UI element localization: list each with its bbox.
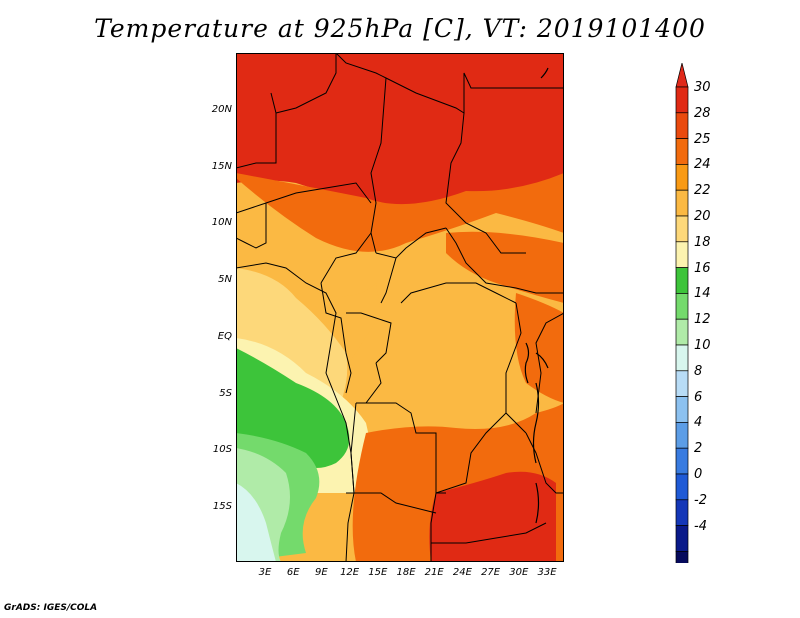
colorbar-label: 22: [694, 183, 711, 199]
lat-label: 15S: [212, 500, 232, 512]
colorbar-cell: [675, 473, 689, 501]
colorbar-label: 30: [694, 80, 711, 95]
colorbar-cell: [675, 138, 689, 165]
field-band-hot: [236, 53, 564, 210]
map-title: Temperature at 925hPa [C], VT: 201910140…: [94, 14, 706, 43]
colorbar-cell: [675, 344, 689, 372]
colorbar-cell: [675, 551, 689, 563]
colorbar-cell: [675, 189, 689, 217]
colorbar-label: 14: [694, 286, 711, 302]
lat-label: 5S: [219, 387, 232, 399]
field-green-dark: [236, 348, 350, 468]
footer-credit: GrADS: IGES/COLA: [4, 603, 98, 613]
lat-label: EQ: [217, 330, 232, 342]
lon-label: 12E: [340, 567, 360, 578]
lon-label: 15E: [368, 567, 388, 578]
lon-label: 6E: [286, 567, 300, 578]
colorbar-cell: [675, 241, 689, 268]
colorbar-top-arrow: [675, 63, 689, 88]
lon-label: 33E: [537, 567, 557, 578]
lat-label: 10N: [211, 217, 232, 229]
colorbar-cell: [675, 396, 689, 423]
colorbar-cell: [675, 499, 689, 526]
colorbar-label: 25: [694, 131, 711, 147]
map-frame: [236, 53, 564, 562]
lakes: [524, 67, 549, 524]
field-east-orange: [514, 293, 564, 403]
colorbar-label: 2: [694, 441, 703, 457]
colorbar-cell: [675, 370, 689, 397]
colorbar-label: 16: [694, 260, 711, 276]
colorbar-label: 6: [694, 389, 703, 405]
colorbar-label: 4: [694, 415, 703, 431]
field-orange-east: [446, 231, 564, 303]
lon-label: 30E: [509, 567, 529, 578]
colorbar-cell: [675, 447, 689, 475]
lon-label: 3E: [258, 567, 272, 578]
colorbar: [675, 63, 689, 563]
colorbar-label: 18: [694, 234, 711, 250]
colorbar-cell: [675, 267, 689, 294]
colorbar-cell: [675, 318, 689, 346]
lat-label: 15N: [211, 160, 232, 172]
colorbar-label: 28: [694, 105, 711, 121]
lat-label: 10S: [212, 444, 232, 456]
temperature-map: [236, 53, 564, 562]
colorbar-label: 10: [694, 338, 711, 353]
colorbar-label: 24: [694, 157, 711, 173]
colorbar-label: 8: [694, 363, 703, 379]
colorbar-cell: [675, 112, 689, 139]
lon-label: 27E: [481, 567, 501, 578]
colorbar-label: -4: [694, 518, 707, 534]
colorbar-cell: [675, 422, 689, 449]
lon-label: 9E: [315, 567, 328, 578]
colorbar-cell: [675, 164, 689, 191]
borders: [236, 53, 564, 562]
lon-label: 24E: [452, 567, 472, 578]
lat-label: 20N: [211, 104, 232, 115]
field-ice: [236, 483, 276, 562]
colorbar-label: 12: [694, 312, 711, 328]
lon-label: 21E: [424, 567, 444, 578]
colorbar-cell: [675, 86, 689, 114]
lon-label: 18E: [396, 567, 416, 578]
colorbar-cell: [675, 525, 689, 552]
colorbar-label: -2: [694, 492, 707, 508]
colorbar-cell: [675, 293, 689, 320]
field-band-orange: [236, 173, 564, 252]
field-south-red: [429, 471, 556, 562]
lat-label: 5N: [218, 274, 232, 286]
colorbar-label: 20: [694, 209, 711, 224]
colorbar-cell: [675, 215, 689, 243]
colorbar-label: 0: [694, 467, 703, 482]
